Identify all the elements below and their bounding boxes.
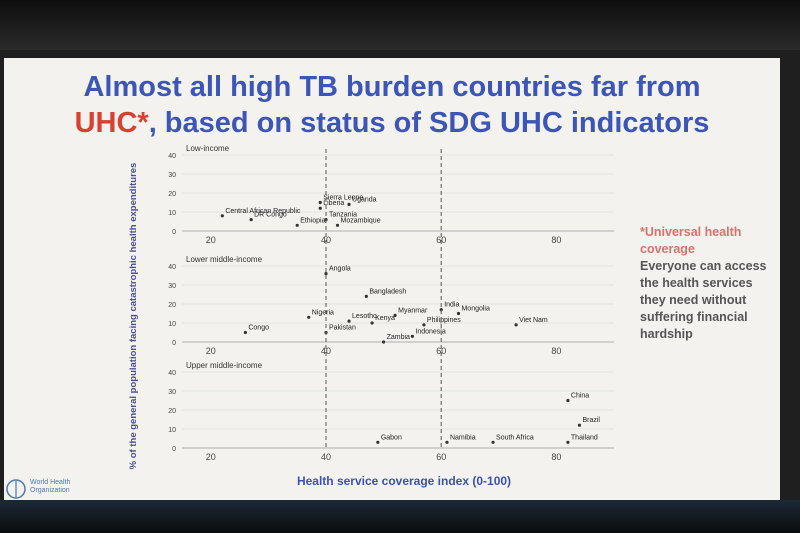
x-axis-label: Health service coverage index (0-100): [296, 474, 512, 488]
point-label: Thailand: [571, 434, 598, 441]
x-tick-label: 80: [551, 235, 561, 245]
who-logo-text: World Health Organization: [30, 479, 71, 494]
slide: Almost all high TB burden countries far …: [4, 58, 780, 500]
note-title: *Universal health coverage: [640, 225, 742, 256]
point-label: Lesotho: [352, 313, 377, 320]
y-tick-label: 40: [168, 264, 176, 271]
point-label: DR Congo: [254, 212, 287, 219]
data-point: [514, 323, 518, 327]
data-point: [491, 440, 495, 444]
y-tick-label: 30: [168, 283, 176, 290]
y-tick-label: 20: [168, 302, 176, 309]
point-label: Viet Nam: [519, 317, 548, 324]
y-tick-label: 10: [168, 427, 176, 434]
y-tick-label: 40: [168, 153, 176, 160]
point-label: Ethiopia: [300, 217, 325, 224]
y-tick-label: 0: [172, 340, 176, 347]
point-label: Tanzania: [329, 212, 357, 219]
point-label: Indonesia: [415, 328, 445, 335]
point-label: South Africa: [496, 434, 534, 441]
point-label: Uganda: [352, 196, 377, 203]
uhc-note: *Universal health coverage Everyone can …: [640, 224, 780, 343]
point-label: India: [444, 302, 459, 309]
point-label: Congo: [248, 325, 269, 332]
data-point: [393, 313, 397, 317]
data-point: [318, 206, 322, 210]
x-tick-label: 40: [321, 346, 331, 356]
y-tick-label: 40: [168, 370, 176, 377]
uhc-label: UHC*: [74, 107, 149, 139]
y-tick-label: 20: [168, 191, 176, 198]
point-label: Bangladesh: [369, 288, 406, 295]
note-body: Everyone can access the health services …: [640, 259, 767, 341]
panel-title: Low-income: [186, 144, 230, 153]
data-point: [249, 218, 253, 222]
y-tick-label: 0: [172, 229, 176, 236]
point-label: Angola: [329, 266, 351, 273]
point-label: Namibia: [450, 434, 476, 441]
y-tick-label: 10: [168, 210, 176, 217]
data-point: [370, 321, 374, 325]
x-tick-label: 40: [321, 452, 331, 462]
y-tick-label: 10: [168, 321, 176, 328]
point-label: Philippines: [427, 317, 461, 324]
point-label: China: [571, 393, 589, 400]
point-label: Brazil: [582, 417, 600, 424]
x-tick-label: 20: [206, 346, 216, 356]
x-tick-label: 20: [206, 235, 216, 245]
y-tick-label: 20: [168, 408, 176, 415]
data-point: [410, 334, 414, 338]
projection-ceiling: [0, 0, 800, 50]
data-point: [347, 319, 351, 323]
x-tick-label: 60: [436, 452, 446, 462]
slide-title-rest: , based on status of SDG UHC indicators: [148, 107, 710, 139]
data-point: [566, 440, 570, 444]
who-emblem-icon: [6, 479, 26, 499]
projection-floor: [0, 500, 800, 533]
point-label: Kenya: [375, 315, 395, 322]
data-point: [364, 294, 368, 298]
data-point: [347, 202, 351, 206]
data-point: [445, 440, 449, 444]
x-tick-label: 20: [206, 452, 216, 462]
point-label: Myanmar: [398, 307, 428, 314]
data-point: [243, 330, 247, 335]
data-point: [324, 272, 328, 276]
slide-title-line2: UHC*, based on status of SDG UHC indicat…: [4, 106, 780, 140]
point-label: Mozambique: [341, 217, 381, 224]
y-tick-label: 30: [168, 172, 176, 179]
slide-title-line1: Almost all high TB burden countries far …: [83, 71, 701, 103]
x-tick-label: 80: [551, 346, 561, 356]
data-point: [335, 223, 340, 227]
point-label: Gabon: [381, 434, 402, 441]
point-label: Zambia: [387, 334, 410, 341]
point-label: Central African Republic: [225, 208, 301, 215]
data-point: [382, 340, 386, 344]
data-point: [318, 200, 322, 205]
x-tick-label: 80: [551, 452, 561, 462]
data-point: [577, 423, 582, 427]
data-point: [566, 398, 570, 403]
point-label: Sierra Leone: [323, 195, 363, 202]
data-point: [295, 223, 299, 227]
point-label: Nigeria: [312, 309, 334, 316]
point-label: Mongolia: [461, 306, 490, 313]
point-label: Pakistan: [329, 325, 356, 332]
point-label: Liberia: [323, 200, 344, 207]
data-point: [220, 214, 224, 218]
data-point: [439, 308, 443, 312]
data-point: [456, 311, 461, 316]
panel-title: Lower middle-income: [186, 255, 263, 264]
x-tick-label: 60: [436, 346, 446, 356]
data-point: [307, 315, 311, 319]
data-point: [422, 323, 426, 327]
y-tick-label: 0: [172, 446, 176, 453]
scatter-chart: % of the general population facing catas…: [128, 144, 614, 470]
who-logo: [6, 479, 26, 499]
y-axis-label: % of the general population facing catas…: [128, 163, 139, 470]
y-tick-label: 30: [168, 389, 176, 396]
data-point: [376, 440, 380, 444]
panel-title: Upper middle-income: [186, 361, 263, 370]
